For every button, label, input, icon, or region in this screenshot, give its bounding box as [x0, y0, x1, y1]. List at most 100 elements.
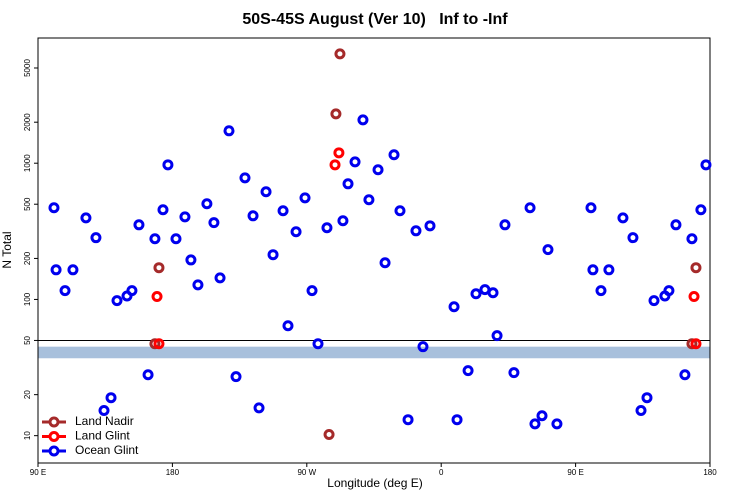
data-point — [214, 272, 226, 284]
data-point — [372, 164, 384, 176]
data-point — [679, 369, 691, 381]
data-point — [170, 233, 182, 245]
data-point — [282, 320, 294, 332]
x-tick-label: 180 — [166, 468, 180, 477]
legend-marker — [48, 416, 60, 428]
data-point — [67, 264, 79, 276]
data-point — [260, 186, 272, 198]
y-tick-label: 200 — [23, 251, 32, 265]
data-point — [595, 285, 607, 297]
data-point — [192, 279, 204, 291]
data-point — [491, 330, 503, 342]
data-point — [329, 159, 341, 171]
data-point — [334, 48, 346, 60]
y-tick-label: 1000 — [23, 154, 32, 172]
data-point — [603, 264, 615, 276]
data-point — [529, 418, 541, 430]
data-point — [149, 338, 161, 350]
data-point — [349, 156, 361, 168]
data-point — [635, 405, 647, 417]
x-axis-label: Longitude (deg E) — [327, 476, 422, 490]
data-point — [50, 264, 62, 276]
data-point — [686, 233, 698, 245]
y-tick-label: 500 — [23, 197, 32, 211]
data-point — [448, 301, 460, 313]
data-point — [363, 194, 375, 206]
legend-label: Land Glint — [75, 429, 130, 443]
data-point — [277, 205, 289, 217]
data-point — [542, 244, 554, 256]
data-point — [153, 262, 165, 274]
data-point — [379, 257, 391, 269]
data-point — [648, 295, 660, 307]
y-axis-label: N Total — [0, 231, 14, 268]
y-tick-label: 10 — [23, 431, 32, 440]
data-point — [306, 285, 318, 297]
data-point — [253, 402, 265, 414]
data-point — [321, 222, 333, 234]
x-tick-label: 180 — [703, 468, 717, 477]
data-point — [670, 219, 682, 231]
data-point — [230, 371, 242, 383]
data-point — [686, 338, 698, 350]
data-point — [641, 392, 653, 404]
data-point — [617, 212, 629, 224]
data-point — [98, 405, 110, 417]
data-point — [690, 338, 702, 350]
data-point — [417, 341, 429, 353]
data-point — [330, 108, 342, 120]
data-point — [133, 219, 145, 231]
data-point — [551, 418, 563, 430]
y-tick-label: 20 — [23, 390, 32, 399]
data-point — [126, 285, 138, 297]
data-point — [247, 210, 259, 222]
data-point — [151, 291, 163, 303]
y-tick-label: 50 — [23, 335, 32, 344]
data-point — [208, 217, 220, 229]
data-point — [333, 147, 345, 159]
data-point — [90, 232, 102, 244]
data-point — [299, 192, 311, 204]
y-tick-label: 100 — [23, 292, 32, 306]
legend-marker — [48, 431, 60, 442]
data-point — [149, 233, 161, 245]
x-tick-label: 90 E — [30, 468, 46, 477]
data-point — [179, 211, 191, 223]
data-point — [470, 288, 482, 300]
data-point — [267, 249, 279, 261]
data-point — [499, 219, 511, 231]
data-point — [312, 338, 324, 350]
legend-marker — [48, 445, 60, 457]
data-point — [48, 202, 60, 214]
data-point — [688, 291, 700, 303]
data-point — [357, 114, 369, 126]
data-point — [239, 172, 251, 184]
data-point — [394, 205, 406, 217]
y-tick-label: 2000 — [23, 113, 32, 131]
data-point — [162, 159, 174, 171]
data-point — [402, 414, 414, 426]
data-point — [462, 365, 474, 377]
data-point — [508, 367, 520, 379]
data-point — [142, 369, 154, 381]
data-point — [536, 410, 548, 422]
band — [38, 346, 710, 359]
y-tick-label: 5000 — [23, 59, 32, 77]
plot-frame — [37, 37, 711, 464]
data-point — [59, 285, 71, 297]
x-tick-label: 0 — [439, 468, 444, 477]
data-point — [585, 202, 597, 214]
x-tick-label: 90 E — [567, 468, 583, 477]
data-point — [388, 149, 400, 161]
data-point — [201, 198, 213, 210]
data-point — [424, 220, 436, 232]
data-point — [587, 264, 599, 276]
data-point — [105, 392, 117, 404]
data-point — [487, 287, 499, 299]
legend-label: Ocean Glint — [75, 443, 139, 457]
data-point — [153, 338, 165, 350]
data-point — [342, 178, 354, 190]
data-point — [157, 204, 169, 216]
data-point — [663, 285, 675, 297]
data-point — [111, 295, 123, 307]
